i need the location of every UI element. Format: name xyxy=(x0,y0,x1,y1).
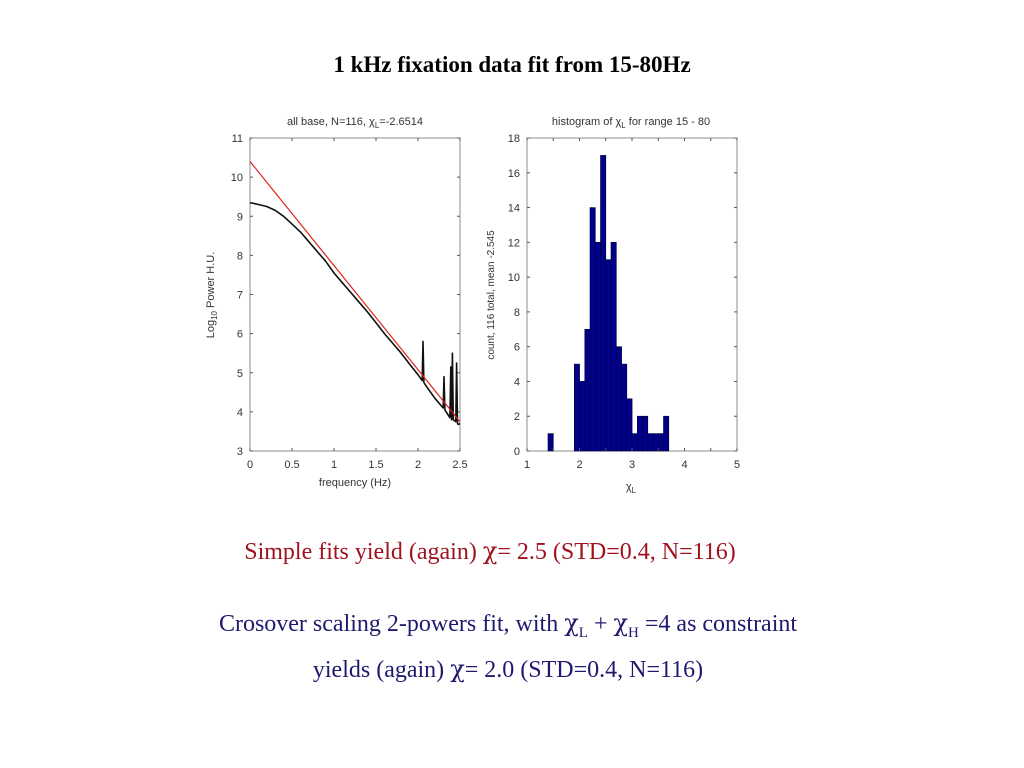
chart2-bar xyxy=(626,398,633,452)
chart2-xlabel: χL xyxy=(626,481,637,495)
chart1-ytick-label: 5 xyxy=(237,368,243,380)
chart1-ytick-label: 10 xyxy=(231,172,243,184)
chart2-bar xyxy=(615,346,622,452)
chart2-bar xyxy=(547,433,554,452)
line2-row1: Crosover scaling 2-powers fit, with χL +… xyxy=(0,605,1016,651)
chart2-title: histogram of χL for range 15 - 80 xyxy=(552,116,710,130)
chart2-bar xyxy=(621,363,628,452)
chart1-fit-line xyxy=(249,161,461,423)
summary-crossover-fit: Crosover scaling 2-powers fit, with χL +… xyxy=(0,605,1016,688)
chart1-ytick-label: 6 xyxy=(237,329,243,341)
chart1-xtick-label: 0.5 xyxy=(284,459,299,471)
chart1-ytick-label: 4 xyxy=(237,407,243,419)
chart2-bar xyxy=(579,381,586,452)
chart2-bar xyxy=(647,433,654,452)
chart2-bar xyxy=(652,433,659,452)
chart2-ytick-label: 4 xyxy=(514,376,520,388)
chart2-xtick-label: 5 xyxy=(734,459,740,471)
chart1-plot-area xyxy=(249,137,461,452)
chart2-bar xyxy=(589,207,596,452)
line1-suffix: = 2.5 (STD=0.4, N=116) xyxy=(497,539,736,565)
chi-h-subscript: H xyxy=(628,624,639,641)
chart1-xtick-label: 2 xyxy=(415,459,421,471)
chart1-title: all base, N=116, χL=-2.6514 xyxy=(287,116,423,130)
chart2-bar xyxy=(600,155,607,452)
chart2-bar xyxy=(584,328,591,452)
chart1-ytick-label: 8 xyxy=(237,250,243,262)
chart1-ylabel: Log10 Power H.U. xyxy=(205,252,219,339)
chi-symbol: χ xyxy=(482,537,498,565)
chart1-xtick-label: 2.5 xyxy=(452,459,467,471)
chart1-ytick-label: 11 xyxy=(232,133,243,145)
chart1-data-line xyxy=(249,201,461,426)
chart1-ytick-label: 7 xyxy=(237,290,243,302)
chart2-ytick-label: 14 xyxy=(508,203,520,215)
chart2-bar xyxy=(657,433,664,452)
line2-text-d: = 2.0 (STD=0.4, N=116) xyxy=(464,656,704,683)
summary-line-simple-fits: Simple fits yield (again) χ= 2.5 (STD=0.… xyxy=(0,537,980,566)
chi-symbol-2: χ xyxy=(450,654,465,683)
chart2-xtick-label: 4 xyxy=(681,459,687,471)
chart2-bar xyxy=(636,415,643,452)
chart2-bar xyxy=(631,433,638,452)
chi-h-symbol: χ xyxy=(613,609,629,637)
line2-text-a: Crosover scaling 2-powers fit, with xyxy=(218,611,565,637)
chart-line: all base, N=116, χL=-2.6514 0 0.5 1 1.5 2 2.5… xyxy=(205,116,468,489)
chart2-ytick-label: 18 xyxy=(508,133,520,145)
chart1-xtick-label: 1.5 xyxy=(368,459,383,471)
chart1-xtick-label: 0 xyxy=(247,459,253,471)
chart1-ytick-label: 3 xyxy=(237,446,243,458)
chart2-xtick-label: 1 xyxy=(524,459,530,471)
chart2-ylabel: count, 116 total, mean -2.545 xyxy=(486,230,497,360)
line2-text-c: yields (again) xyxy=(312,656,451,683)
chart1-xlabel: frequency (Hz) xyxy=(319,477,391,489)
chart2-ytick-label: 10 xyxy=(508,272,520,284)
chart2-bar xyxy=(663,415,670,452)
chart2-bar xyxy=(573,363,580,452)
chart1-xtick-label: 1 xyxy=(331,459,337,471)
chart2-xtick-label: 3 xyxy=(629,459,635,471)
chart2-ytick-label: 0 xyxy=(514,446,520,458)
chart2-xtick-label: 2 xyxy=(576,459,582,471)
chart2-bar xyxy=(642,415,649,452)
line2-row2: yields (again) χ= 2.0 (STD=0.4, N=116) xyxy=(0,651,1016,688)
chart2-bar xyxy=(594,242,601,452)
line2-text-b: =4 as constraint xyxy=(638,611,798,637)
chart2-bar xyxy=(605,259,612,452)
chart1-ytick-label: 9 xyxy=(237,211,243,223)
chart2-ytick-label: 8 xyxy=(514,307,520,319)
chart2-ytick-label: 2 xyxy=(514,411,520,423)
chart-histogram: histogram of χL for range 15 - 80 1 2 3 4 50… xyxy=(486,116,740,495)
line2-plus: + xyxy=(587,611,614,637)
slide-title: 1 kHz fixation data fit from 15-80Hz xyxy=(333,52,691,77)
chart2-bar xyxy=(610,242,617,452)
chi-l-subscript: L xyxy=(578,624,588,641)
chart2-ytick-label: 6 xyxy=(514,342,520,354)
line1-prefix: Simple fits yield (again) xyxy=(244,539,483,565)
chart2-ytick-label: 16 xyxy=(508,168,520,180)
chi-l-symbol: χ xyxy=(564,609,579,637)
chart2-ytick-label: 12 xyxy=(508,237,520,249)
